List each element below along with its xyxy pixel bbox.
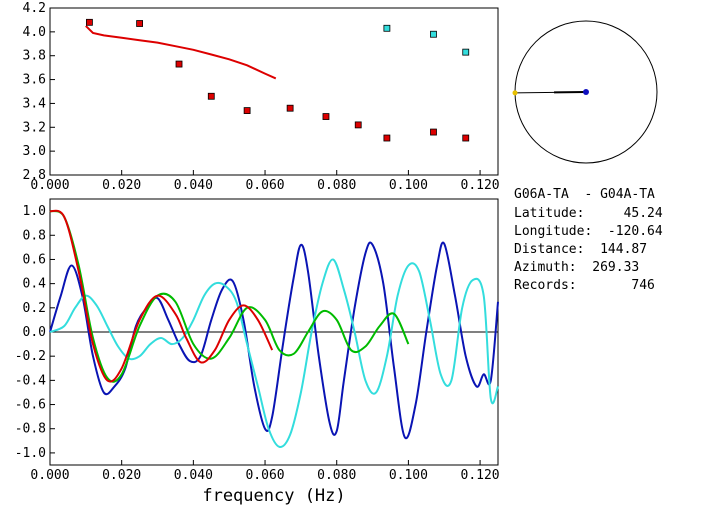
top-xtick-label: 0.120 — [461, 178, 500, 193]
top-axis-ticks: 0.000 0.020 0.040 0.060 0.080 0.100 0.120 2.8 3.… — [23, 1, 500, 193]
bottom-xtick-label: 0.040 — [174, 468, 213, 483]
data-point — [383, 134, 391, 142]
top-xtick-label: 0.040 — [174, 178, 213, 193]
bottom-xtick-label: 0.080 — [317, 468, 356, 483]
top-ytick-label: 3.2 — [23, 120, 46, 135]
data-point — [175, 60, 183, 68]
data-point — [243, 107, 251, 114]
bottom-ytick-label: 1.0 — [23, 204, 46, 219]
data-point — [383, 24, 391, 32]
data-point — [462, 48, 470, 56]
data-point — [462, 134, 470, 142]
correlation-line — [49, 258, 499, 449]
model-curve-line — [85, 25, 277, 80]
top-xtick-label: 0.100 — [389, 178, 428, 193]
bottom-xtick-label: 0.000 — [30, 468, 69, 483]
data-point — [136, 20, 144, 27]
bottom-ytick-label: -0.4 — [15, 373, 46, 388]
data-point — [207, 92, 215, 100]
x-axis-label: frequency (Hz) — [202, 486, 345, 506]
top-ytick-label: 3.4 — [23, 96, 47, 111]
correlation-series — [49, 209, 499, 449]
bottom-xtick-label: 0.100 — [389, 468, 428, 483]
info-azimuth: Azimuth: 269.33 — [514, 260, 639, 275]
bottom-ytick-label: 0.0 — [23, 325, 46, 340]
bottom-ytick-label: 0.8 — [23, 228, 46, 243]
data-point — [322, 113, 330, 120]
top-xtick-label: 0.000 — [30, 178, 69, 193]
top-ytick-label: 2.8 — [23, 168, 46, 183]
bottom-xtick-label: 0.120 — [461, 468, 500, 483]
station-info: G06A-TA - G04A-TA Latitude: 45.24 Longit… — [514, 187, 663, 293]
phase-velocity-panel: 0.000 0.020 0.040 0.060 0.080 0.100 0.120 2.8 3.… — [23, 1, 500, 193]
info-longitude: Longitude: -120.64 — [514, 224, 663, 239]
station-center-dot — [583, 89, 589, 95]
bottom-ytick-label: -0.6 — [15, 398, 46, 413]
top-ytick-label: 4.0 — [23, 25, 46, 40]
top-xtick-label: 0.080 — [317, 178, 356, 193]
top-xtick-label: 0.060 — [245, 178, 284, 193]
data-point — [286, 104, 294, 112]
bottom-ytick-label: 0.4 — [23, 277, 47, 292]
top-plot-frame — [49, 7, 499, 176]
correlation-panel: 0.000 0.020 0.040 0.060 0.080 0.100 0.120 1.0 0.… — [15, 198, 500, 506]
info-distance: Distance: 144.87 — [514, 242, 647, 257]
station-map — [512, 20, 658, 164]
data-point — [354, 121, 362, 129]
bottom-axis-ticks: 0.000 0.020 0.040 0.060 0.080 0.100 0.120 1.0 0.… — [15, 204, 500, 483]
station-pair: G06A-TA - G04A-TA — [514, 187, 655, 202]
top-ytick-label: 4.2 — [23, 1, 46, 16]
bottom-xtick-label: 0.020 — [102, 468, 141, 483]
bottom-ytick-label: -0.2 — [15, 349, 46, 364]
bottom-ytick-label: -0.8 — [15, 422, 46, 437]
top-ytick-label: 3.8 — [23, 49, 46, 64]
correlation-line — [49, 210, 410, 383]
info-records: Records: 746 — [514, 278, 655, 293]
correlation-line — [49, 209, 274, 383]
top-model-curve — [85, 25, 277, 80]
top-data-points — [86, 18, 470, 142]
station-end-dot — [512, 90, 518, 96]
data-point — [86, 18, 93, 26]
bottom-ytick-label: 0.2 — [23, 301, 46, 316]
bottom-ytick-label: -1.0 — [15, 446, 46, 461]
data-point — [430, 128, 437, 136]
data-point — [430, 30, 437, 38]
info-latitude: Latitude: 45.24 — [514, 206, 663, 221]
bottom-ytick-label: 0.6 — [23, 252, 46, 267]
top-ytick-label: 3.0 — [23, 144, 46, 159]
bottom-xtick-label: 0.060 — [245, 468, 284, 483]
top-ytick-label: 3.6 — [23, 73, 46, 88]
top-xtick-label: 0.020 — [102, 178, 141, 193]
